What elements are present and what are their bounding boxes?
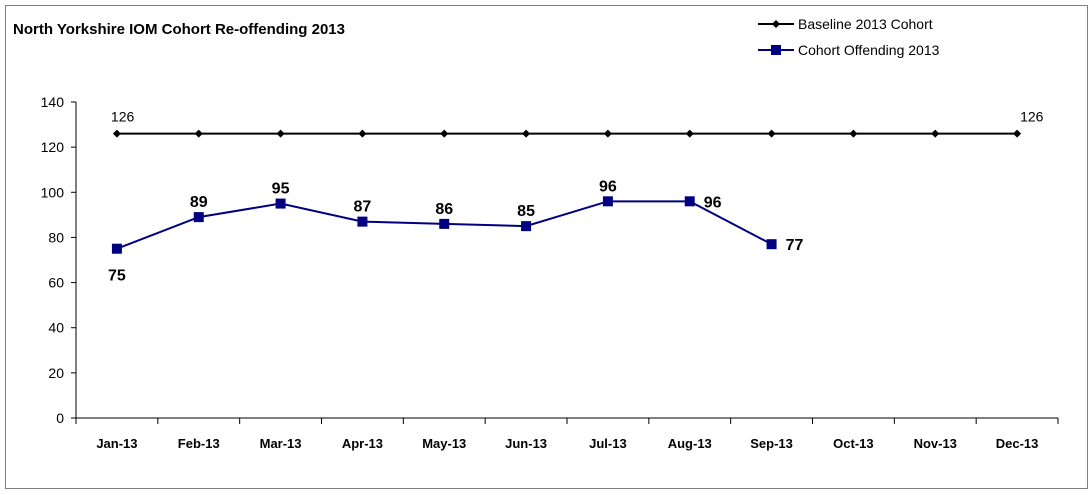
legend-item: Cohort Offending 2013 (758, 42, 940, 58)
y-tick-label: 20 (48, 365, 64, 381)
x-tick-label: Oct-13 (833, 436, 873, 451)
data-label: 96 (599, 178, 617, 195)
x-tick-label: Feb-13 (178, 436, 220, 451)
point-marker (194, 129, 203, 138)
y-tick-label: 40 (48, 320, 64, 336)
legend-label: Cohort Offending 2013 (798, 42, 940, 58)
point-marker (193, 212, 204, 223)
point-marker (276, 129, 285, 138)
point-marker (772, 20, 780, 28)
x-tick-label: Apr-13 (342, 436, 383, 451)
data-label: 75 (108, 268, 126, 285)
point-marker (522, 129, 531, 138)
point-marker (440, 129, 449, 138)
data-label: 89 (190, 194, 208, 211)
plot-area: 126 126 75 89 95 87 86 85 96 96 77 (108, 109, 1044, 285)
data-label: 95 (272, 181, 290, 198)
legend: Baseline 2013 Cohort Cohort Offending 201… (758, 16, 940, 58)
point-marker (603, 129, 612, 138)
x-tick-label: Jun-13 (505, 436, 547, 451)
point-marker (684, 196, 695, 207)
x-tick-label: Mar-13 (260, 436, 302, 451)
data-label: 126 (1020, 109, 1044, 125)
point-marker (602, 196, 613, 207)
data-label: 87 (354, 199, 372, 216)
x-tick-label: Jan-13 (96, 436, 137, 451)
axes: 0 20 40 60 80 100 120 140 Jan-13 Feb-13 Mar-13 Apr-… (41, 94, 1059, 451)
legend-label: Baseline 2013 Cohort (798, 16, 933, 32)
x-tick-label: May-13 (422, 436, 466, 451)
point-marker (275, 198, 286, 209)
point-marker (931, 129, 940, 138)
series-baseline: 126 126 (111, 109, 1044, 138)
point-marker (767, 129, 776, 138)
point-marker (771, 45, 781, 55)
x-tick-label: Dec-13 (996, 436, 1039, 451)
point-marker (849, 129, 858, 138)
y-tick-label: 0 (56, 410, 64, 426)
point-marker (685, 129, 694, 138)
x-tick-label: Jul-13 (589, 436, 627, 451)
series-cohort-offending: 75 89 95 87 86 85 96 96 77 (108, 178, 803, 284)
y-tick-label: 140 (41, 94, 65, 110)
x-tick-label: Nov-13 (914, 436, 957, 451)
x-tick-label: Sep-13 (750, 436, 793, 451)
chart-title: North Yorkshire IOM Cohort Re-offending … (13, 21, 345, 38)
data-label: 86 (435, 201, 453, 218)
y-tick-label: 120 (41, 139, 65, 155)
data-label: 126 (111, 109, 135, 125)
point-marker (111, 243, 122, 254)
point-marker (766, 239, 777, 250)
point-marker (439, 218, 450, 229)
y-tick-label: 100 (41, 184, 65, 200)
chart-frame: North Yorkshire IOM Cohort Re-offending … (5, 5, 1088, 489)
data-label: 96 (704, 194, 722, 211)
point-marker (521, 221, 532, 232)
point-marker (1013, 129, 1022, 138)
legend-item: Baseline 2013 Cohort (758, 16, 933, 32)
y-tick-label: 60 (48, 275, 64, 291)
point-marker (358, 129, 367, 138)
data-label: 77 (786, 237, 804, 254)
point-marker (112, 129, 121, 138)
y-tick-label: 80 (48, 229, 64, 245)
line-chart: North Yorkshire IOM Cohort Re-offending … (13, 16, 1059, 451)
data-label: 85 (517, 203, 535, 220)
x-tick-label: Aug-13 (668, 436, 712, 451)
point-marker (357, 216, 368, 227)
